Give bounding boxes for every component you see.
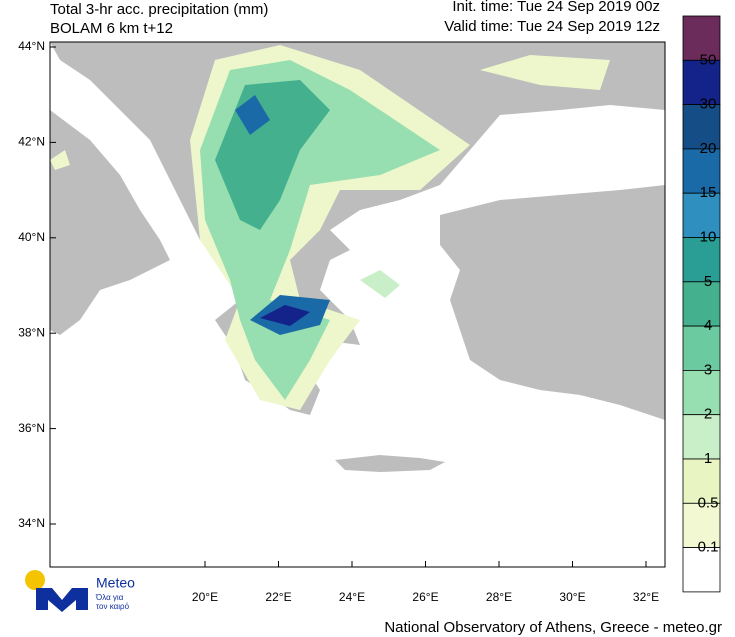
lon-label: 32°E bbox=[633, 590, 659, 604]
colorbar-swatch bbox=[682, 369, 721, 416]
colorbar-label: 30 bbox=[700, 96, 717, 113]
colorbar: 50 30 20 15 10 5 4 3 2 1 0.5 0.1 bbox=[682, 15, 721, 593]
colorbar-label: 10 bbox=[700, 228, 717, 245]
colorbar-label: 2 bbox=[704, 406, 712, 423]
lat-label: 38°N bbox=[18, 325, 45, 339]
lon-label: 20°E bbox=[192, 590, 218, 604]
colorbar-swatch bbox=[682, 281, 721, 327]
colorbar-swatch bbox=[682, 502, 721, 548]
colorbar-label: 1 bbox=[704, 450, 712, 467]
lon-label: 28°E bbox=[486, 590, 512, 604]
colorbar-label: 5 bbox=[704, 273, 712, 290]
colorbar-label: 15 bbox=[700, 184, 717, 201]
lon-label: 22°E bbox=[265, 590, 291, 604]
colorbar-label: 4 bbox=[704, 317, 712, 334]
lat-label: 42°N bbox=[18, 135, 45, 149]
colorbar-label: 0.1 bbox=[698, 539, 719, 556]
logo-tagline: τον καιρό bbox=[96, 602, 130, 611]
subtitle: BOLAM 6 km t+12 bbox=[50, 20, 173, 37]
colorbar-swatch bbox=[682, 148, 721, 194]
lat-label: 40°N bbox=[18, 230, 45, 244]
lon-label: 24°E bbox=[339, 590, 365, 604]
colorbar-label: 0.5 bbox=[698, 494, 719, 511]
lat-label: 44°N bbox=[18, 39, 45, 53]
title: Total 3-hr acc. precipitation (mm) bbox=[50, 1, 268, 18]
lon-label: 30°E bbox=[559, 590, 585, 604]
colorbar-swatch bbox=[682, 325, 721, 371]
logo-tagline: Όλα για bbox=[95, 593, 124, 602]
colorbar-label: 50 bbox=[700, 51, 717, 68]
colorbar-swatch bbox=[682, 104, 721, 150]
lat-label: 34°N bbox=[18, 516, 45, 530]
lat-label: 36°N bbox=[18, 421, 45, 435]
colorbar-label: 20 bbox=[700, 140, 717, 157]
footer: National Observatory of Athens, Greece -… bbox=[384, 619, 722, 636]
logo: Meteo Όλα για τον καιρό bbox=[25, 570, 135, 612]
colorbar-swatch bbox=[682, 192, 721, 238]
lon-label: 26°E bbox=[412, 590, 438, 604]
valid-time: Valid time: Tue 24 Sep 2019 12z bbox=[444, 18, 660, 35]
init-time: Init. time: Tue 24 Sep 2019 00z bbox=[452, 0, 660, 15]
colorbar-swatch bbox=[682, 547, 721, 593]
colorbar-swatch bbox=[682, 237, 721, 283]
colorbar-swatch bbox=[682, 414, 721, 460]
map: 44°N 42°N 40°N 38°N 36°N 34°N 20°E 22°E 24°E 26°E… bbox=[18, 39, 666, 604]
colorbar-label: 3 bbox=[704, 361, 712, 378]
logo-name: Meteo bbox=[96, 575, 135, 591]
